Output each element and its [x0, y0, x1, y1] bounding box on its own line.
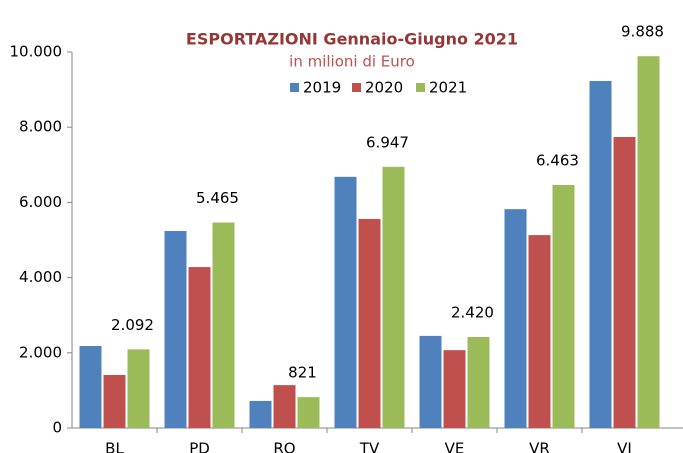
bar — [419, 335, 442, 428]
bar — [528, 235, 551, 428]
data-label: 5.465 — [196, 189, 239, 207]
data-label: 821 — [288, 364, 317, 382]
bar — [504, 209, 527, 428]
bar — [273, 385, 296, 428]
data-label: 6.463 — [536, 151, 579, 169]
x-tick-label: PD — [189, 440, 210, 453]
bar — [164, 230, 187, 428]
bar — [613, 136, 636, 428]
data-label: 2.092 — [111, 316, 154, 334]
bar — [637, 56, 660, 428]
y-tick-label: 0 — [52, 419, 62, 437]
legend-swatch — [352, 83, 361, 92]
y-tick-label: 10.000 — [10, 43, 63, 61]
bar — [358, 218, 381, 428]
bar — [103, 374, 126, 428]
data-label: 2.420 — [451, 304, 494, 322]
legend-label: 2019 — [303, 79, 341, 97]
bar — [334, 176, 357, 428]
legend-swatch — [416, 83, 425, 92]
bar — [249, 400, 272, 428]
bar — [467, 337, 490, 428]
legend-label: 2021 — [429, 79, 467, 97]
y-tick-label: 8.000 — [19, 118, 62, 136]
bar — [79, 346, 102, 428]
bar — [188, 267, 211, 428]
x-tick-label: RO — [273, 440, 295, 453]
data-label: 9.888 — [621, 23, 664, 41]
bar — [443, 350, 466, 428]
bar — [552, 184, 575, 428]
legend-swatch — [290, 83, 299, 92]
bar — [382, 166, 405, 429]
bar — [212, 222, 235, 428]
data-label: 6.947 — [366, 133, 409, 151]
x-tick-label: VE — [445, 440, 465, 453]
x-tick-label: VI — [617, 440, 632, 453]
bar — [127, 349, 150, 428]
x-tick-label: TV — [359, 440, 380, 453]
y-tick-label: 4.000 — [19, 268, 62, 286]
chart-title: ESPORTAZIONI Gennaio-Giugno 2021 — [186, 30, 518, 49]
bar — [589, 80, 612, 429]
chart-subtitle: in milioni di Euro — [289, 53, 415, 71]
legend-label: 2020 — [365, 79, 403, 97]
x-tick-label: BL — [105, 440, 124, 453]
bar — [297, 397, 320, 428]
x-tick-label: VR — [529, 440, 550, 453]
y-tick-label: 6.000 — [19, 193, 62, 211]
y-tick-label: 2.000 — [19, 343, 62, 361]
